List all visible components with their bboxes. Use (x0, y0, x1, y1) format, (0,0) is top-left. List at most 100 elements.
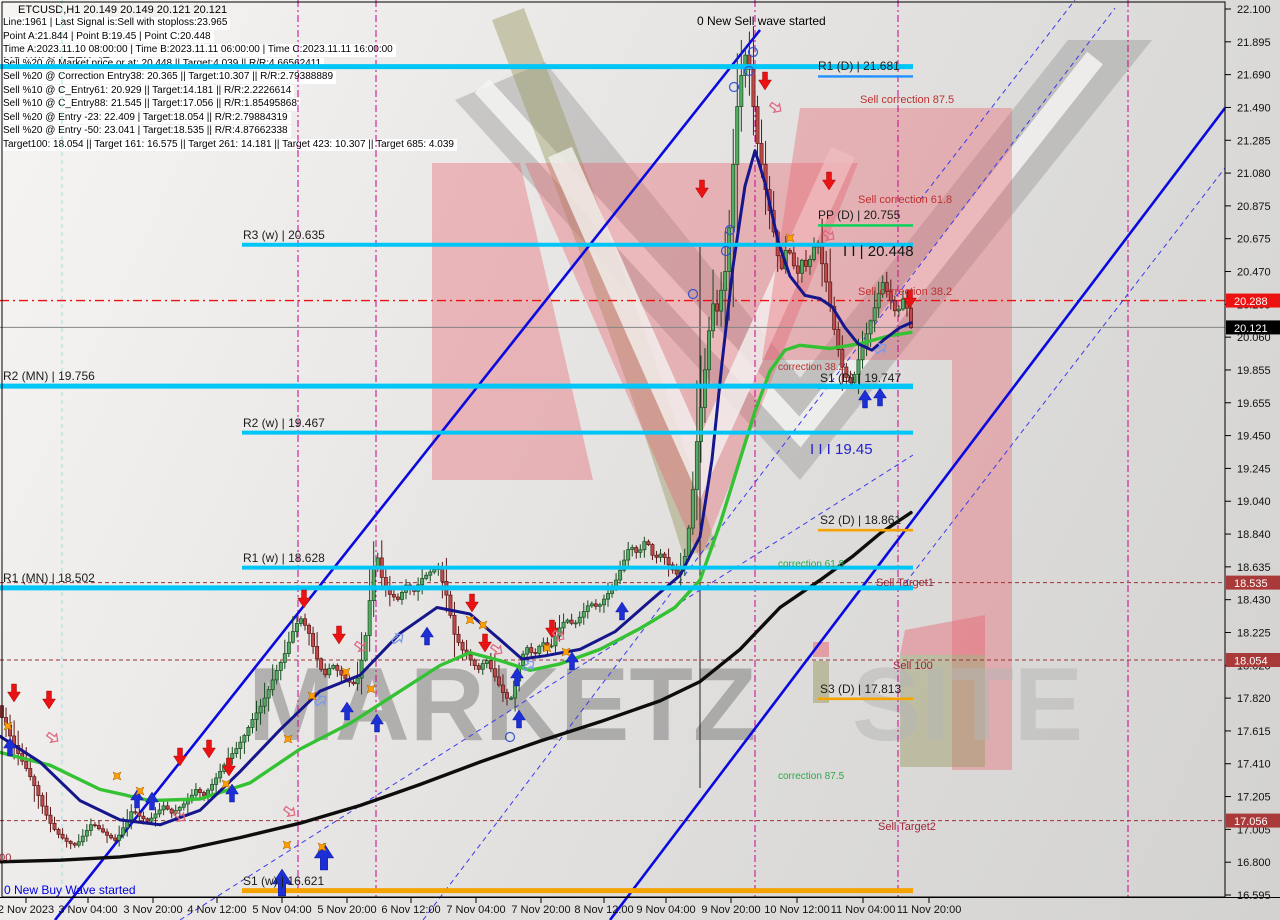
price-note-1945: I I I 19.45 (810, 441, 873, 458)
new-buy-wave-label: 0 New Buy Wave started (4, 883, 136, 897)
r1-w-label: R1 (w) | 18.628 (243, 550, 325, 565)
s3-d-label: S3 (D) | 17.813 (820, 681, 902, 696)
sell-correction-875: Sell correction 87.5 (860, 94, 955, 106)
candle-body (181, 803, 186, 808)
sell-arrow-icon (42, 690, 56, 710)
exit-star-icon (221, 779, 231, 789)
candle-body (476, 665, 481, 670)
candle-body (48, 814, 53, 824)
info-row: Target100: 18.054 || Target 161: 16.575 … (2, 138, 457, 151)
candle-body (339, 669, 344, 676)
candle-body (52, 822, 57, 830)
candle-body (727, 227, 732, 272)
signal-circle-icon (743, 65, 755, 77)
candle-body (76, 841, 81, 846)
candle-body (246, 726, 251, 736)
candle-body (343, 674, 348, 680)
exit-star-icon (366, 684, 376, 694)
candle-body (711, 303, 715, 332)
price-axis-label: 21.285 (1237, 135, 1271, 147)
candle-body (137, 812, 142, 817)
buy-arrow-icon (873, 387, 887, 407)
time-axis-label: 5 Nov 20:00 (317, 904, 376, 916)
info-row: Point A:21.844 | Point B:19.45 | Point C… (2, 30, 214, 43)
candle-body (121, 827, 126, 836)
buy-arrow-icon (510, 667, 524, 687)
candle-body (484, 660, 489, 664)
time-axis-label: 9 Nov 20:00 (701, 904, 760, 916)
info-row: Sell %20 @ Entry -50: 23.041 | Target:18… (2, 125, 291, 138)
candle-body (105, 831, 109, 836)
buy-arrow-icon (3, 737, 17, 757)
watermark-olive-block (900, 655, 985, 767)
candle-body (448, 594, 453, 616)
candle-body (282, 653, 287, 663)
price-axis-label: 20.875 (1237, 201, 1271, 213)
candle-body (735, 106, 740, 165)
candle-body (686, 527, 691, 557)
candle-body (569, 619, 574, 624)
candle-body (198, 789, 202, 793)
info-row: Sell %20 @ Market price or at: 20.448 ||… (2, 57, 325, 70)
candle-body (844, 366, 849, 378)
candle-body (412, 587, 417, 592)
candle-body (537, 645, 542, 654)
candle-body (230, 753, 235, 759)
candle-body (408, 584, 412, 589)
sell-arrow-icon (7, 683, 21, 703)
price-badge (1226, 653, 1280, 668)
candle-body (505, 692, 509, 699)
candle-body (125, 819, 130, 829)
candle-body (371, 567, 376, 601)
buy-arrow-icon (873, 387, 887, 407)
candle-body (743, 54, 748, 76)
exit-star-icon (307, 691, 317, 701)
candle-body (80, 835, 85, 843)
candle-body (872, 307, 877, 322)
candle-body (153, 813, 158, 819)
candle-body (254, 712, 259, 720)
close-sell-signal-icon (353, 640, 367, 653)
signal-circle-icon (728, 81, 740, 93)
candle-body (703, 369, 707, 408)
candle-body (0, 705, 4, 718)
sell-target1: Sell Target1 (876, 577, 934, 589)
candle-body (670, 564, 675, 571)
ma-slow-black-line (0, 510, 913, 864)
candle-body (779, 255, 784, 270)
sell-arrow-icon (42, 690, 56, 710)
candle-body (129, 811, 134, 821)
candle-body (424, 574, 429, 579)
exit-star-icon (3, 721, 13, 731)
price-badge-value: 18.054 (1234, 656, 1268, 668)
watermark-text-site: SITE (852, 647, 1083, 763)
sell-arrow-icon (478, 633, 492, 653)
close-sell-signal-icon (45, 731, 59, 744)
candle-body (816, 242, 821, 248)
candle-body (888, 291, 893, 302)
candle-body (804, 259, 808, 267)
price-badge-value: 18.535 (1234, 578, 1268, 590)
close-buy-signal-icon (873, 342, 887, 355)
time-scale[interactable]: 2 Nov 2023 3 Nov 04:00 3 Nov 20:00 4 Nov 12… (0, 897, 961, 916)
candle-body (464, 649, 469, 656)
candle-body (355, 677, 360, 685)
candle-body (836, 329, 841, 350)
candle-body (820, 242, 825, 265)
exit-star-icon (542, 643, 552, 653)
candle-body (92, 824, 97, 827)
price-badge (1226, 293, 1280, 308)
candle-body (606, 593, 610, 600)
exit-star-icon (112, 771, 122, 781)
correction-875: correction 87.5 (778, 771, 845, 782)
watermark-m-right-block (762, 108, 1012, 360)
sell-arrow-icon (173, 747, 187, 767)
price-badge-value: 17.056 (1234, 816, 1268, 828)
price-axis-label: 17.820 (1237, 693, 1271, 705)
candle-body (517, 665, 522, 682)
sell-arrow-icon (222, 757, 236, 777)
price-scale[interactable]: 22.100 21.895 21.690 21.490 21.285 21.080 20.8… (1225, 4, 1280, 902)
close-sell-signal-icon (768, 101, 782, 114)
buy-arrow-icon (615, 601, 629, 621)
watermark-olive-swoosh (492, 8, 717, 557)
